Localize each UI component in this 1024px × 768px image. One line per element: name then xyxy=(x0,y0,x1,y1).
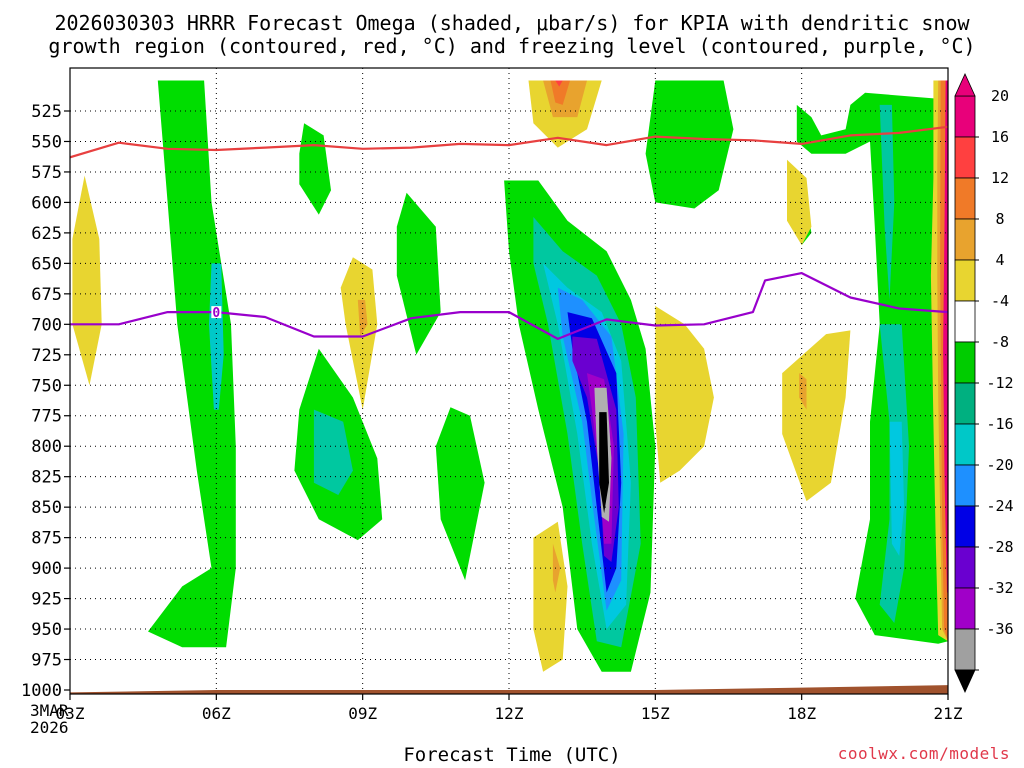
colorbar-label-4: 4 xyxy=(995,251,1004,269)
start-date: 3MAR 2026 xyxy=(30,702,69,736)
colorbar-swatch-10 xyxy=(954,505,976,548)
y-tick-label-750: 750 xyxy=(31,376,62,396)
contour-lines: 0 xyxy=(70,125,948,340)
colorbar-swatch-13 xyxy=(954,628,976,671)
omega-region-23 xyxy=(340,257,378,410)
y-tick-label-850: 850 xyxy=(31,498,62,518)
omega-region-5 xyxy=(396,192,441,355)
ground-fill xyxy=(70,685,948,694)
y-tick-label-925: 925 xyxy=(31,590,62,610)
x-tick-label-09Z: 09Z xyxy=(348,704,377,723)
y-tick-label-900: 900 xyxy=(31,559,62,579)
y-tick-label-825: 825 xyxy=(31,468,62,488)
date-year: 2026 xyxy=(30,718,69,737)
omega-region-0 xyxy=(148,80,236,648)
colorbar-label-6: -8 xyxy=(991,333,1009,351)
y-tick-label-975: 975 xyxy=(31,651,62,671)
x-tick-label-15Z: 15Z xyxy=(641,704,670,723)
omega-region-27 xyxy=(550,80,570,105)
freezing-label-bg xyxy=(211,306,222,319)
colorbar-swatch-1 xyxy=(954,136,976,179)
x-axis-label: Forecast Time (UTC) xyxy=(403,744,621,766)
omega-region-20 xyxy=(879,104,895,300)
omega-region-17 xyxy=(796,92,948,644)
y-tick-label-675: 675 xyxy=(31,285,62,305)
colorbar-swatch-0 xyxy=(954,95,976,138)
colorbar-label-3: 8 xyxy=(995,210,1004,228)
colorbar-swatch-2 xyxy=(954,177,976,220)
omega-shading xyxy=(72,80,948,672)
colorbar-label-2: 12 xyxy=(991,169,1009,187)
colorbar-swatch-4 xyxy=(954,259,976,302)
colorbar-top-arrow xyxy=(954,73,976,97)
y-tick-label-625: 625 xyxy=(31,224,62,244)
source-credit: coolwx.com/models xyxy=(837,744,1010,763)
ground-surface xyxy=(70,685,948,694)
date-month-day: 3MAR xyxy=(30,701,69,720)
y-tick-label-725: 725 xyxy=(31,346,62,366)
y-tick-label-950: 950 xyxy=(31,620,62,640)
colorbar-label-7: -12 xyxy=(986,374,1013,392)
dendritic-growth-line xyxy=(70,125,948,159)
colorbar-swatch-5 xyxy=(954,300,976,343)
omega-region-28 xyxy=(555,80,563,87)
y-tick-label-550: 550 xyxy=(31,132,62,152)
colorbar-label-8: -16 xyxy=(986,415,1013,433)
omega-region-30 xyxy=(552,543,561,593)
omega-region-4 xyxy=(313,409,353,495)
freezing-level-label: 0 xyxy=(212,306,220,321)
x-axis: 03Z 06Z 09Z 12Z 15Z 18Z 21Z xyxy=(56,694,963,723)
x-tick-label-18Z: 18Z xyxy=(787,704,816,723)
colorbar-label-10: -24 xyxy=(986,497,1013,515)
omega-region-16 xyxy=(645,80,734,209)
chart-title-line-2: growth region (contoured, red, °C) and f… xyxy=(48,34,976,58)
y-tick-label-525: 525 xyxy=(31,102,62,122)
x-tick-label-06Z: 06Z xyxy=(202,704,231,723)
x-tick-label-12Z: 12Z xyxy=(495,704,524,723)
y-axis: 525 550 575 600 625 650 675 700 725 750 775 800 825 8… xyxy=(21,102,70,701)
colorbar-bottom-arrow xyxy=(954,669,976,693)
colorbar-label-0: 20 xyxy=(991,87,1009,105)
y-tick-label-600: 600 xyxy=(31,193,62,213)
y-tick-label-650: 650 xyxy=(31,254,62,274)
y-tick-label-775: 775 xyxy=(31,407,62,427)
omega-region-1 xyxy=(209,263,224,410)
freezing-level-line xyxy=(70,272,948,340)
colorbar-swatch-9 xyxy=(954,464,976,507)
y-tick-label-575: 575 xyxy=(31,163,62,183)
x-tick-label-21Z: 21Z xyxy=(934,704,963,723)
omega-region-31 xyxy=(655,306,714,483)
y-tick-label-1000: 1000 xyxy=(21,681,62,701)
colorbar-swatch-3 xyxy=(954,218,976,261)
omega-region-33 xyxy=(782,330,851,502)
y-tick-label-700: 700 xyxy=(31,315,62,335)
x-tick-label-03Z: 03Z xyxy=(56,704,85,723)
colorbar: 20 16 12 8 4 -4 -8 -12 -16 -20 -24 -28 -32 -36 xyxy=(954,73,1014,693)
colorbar-label-11: -28 xyxy=(986,538,1013,556)
colorbar-swatch-7 xyxy=(954,382,976,425)
colorbar-label-1: 16 xyxy=(991,128,1009,146)
omega-region-34 xyxy=(799,373,807,410)
y-tick-label-875: 875 xyxy=(31,529,62,549)
chart-title-line-1: 2026030303 HRRR Forecast Omega (shaded, … xyxy=(54,11,970,35)
omega-region-29 xyxy=(533,521,568,672)
y-tick-label-800: 800 xyxy=(31,437,62,457)
omega-region-6 xyxy=(435,407,485,581)
colorbar-label-5: -4 xyxy=(991,292,1009,310)
omega-region-38 xyxy=(943,80,948,593)
colorbar-swatch-8 xyxy=(954,423,976,466)
omega-region-15 xyxy=(599,412,609,514)
colorbar-swatch-11 xyxy=(954,546,976,589)
colorbar-swatch-12 xyxy=(954,587,976,630)
omega-region-22 xyxy=(72,175,102,386)
colorbar-label-13: -36 xyxy=(986,620,1013,638)
colorbar-label-9: -20 xyxy=(986,456,1013,474)
omega-region-19 xyxy=(889,421,905,556)
colorbar-swatch-6 xyxy=(954,341,976,384)
omega-region-32 xyxy=(787,159,812,246)
colorbar-label-12: -32 xyxy=(986,579,1013,597)
